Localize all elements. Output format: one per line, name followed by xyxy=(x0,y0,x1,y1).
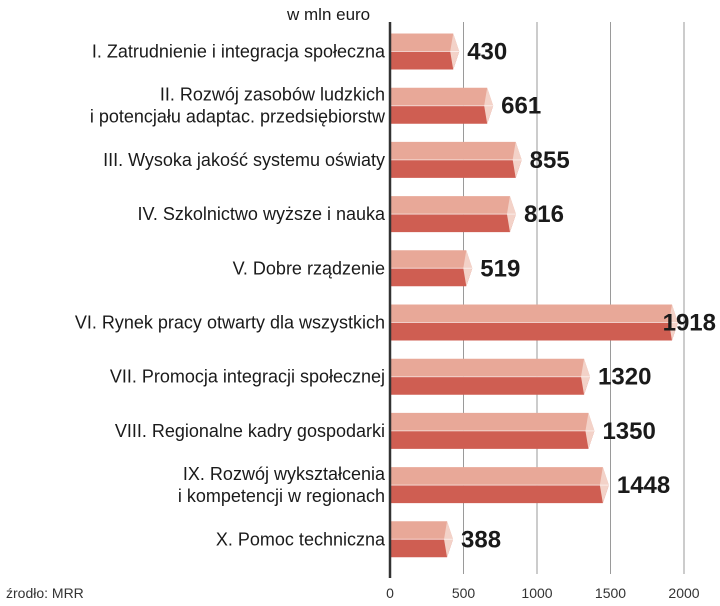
value-label: 388 xyxy=(461,526,501,553)
bar-top-face xyxy=(390,467,609,486)
bar-bottom-face xyxy=(390,322,678,341)
value-label: 430 xyxy=(467,39,507,66)
bar-bottom-face xyxy=(390,268,473,287)
value-label: 855 xyxy=(530,147,570,174)
bar xyxy=(390,467,609,504)
category-label: VII. Promocja integracji społecznej xyxy=(110,367,385,387)
bar-bottom-face xyxy=(390,51,460,70)
bar xyxy=(390,521,454,558)
bar-top-face xyxy=(390,196,516,215)
x-axis: 0 500 1000 1500 2000 xyxy=(386,22,700,601)
bar-top-face xyxy=(390,141,522,160)
category-label: X. Pomoc techniczna xyxy=(216,529,386,549)
category-label: I. Zatrudnienie i integracja społeczna xyxy=(92,42,386,62)
value-label: 661 xyxy=(501,93,541,120)
source-label: źrodło: MRR xyxy=(6,585,84,601)
bar xyxy=(390,304,678,341)
bar xyxy=(390,196,516,233)
category-label: III. Wysoka jakość systemu oświaty xyxy=(103,150,385,170)
bar-bottom-face xyxy=(390,485,609,504)
bar-bottom-face xyxy=(390,159,522,178)
value-label: 1918 xyxy=(663,310,716,337)
bar-bottom-face xyxy=(390,430,595,449)
bar xyxy=(390,141,522,178)
unit-label: w mln euro xyxy=(286,5,370,24)
category-labels: I. Zatrudnienie i integracja społeczna II… xyxy=(75,42,386,550)
bar-top-face xyxy=(390,521,454,540)
value-label: 519 xyxy=(480,255,520,282)
category-label: VI. Rynek pracy otwarty dla wszystkich xyxy=(75,313,385,333)
value-label: 816 xyxy=(524,201,564,228)
category-label: IV. Szkolnictwo wyższe i nauka xyxy=(138,204,386,224)
bar-bottom-face xyxy=(390,539,454,558)
category-label: VIII. Regionalne kadry gospodarki xyxy=(115,421,385,441)
bar-top-face xyxy=(390,250,473,269)
bar-top-face xyxy=(390,412,595,431)
bar-bottom-face xyxy=(390,105,494,124)
bar-top-face xyxy=(390,33,460,52)
value-label: 1350 xyxy=(602,418,655,445)
x-tick-label: 1000 xyxy=(521,585,552,601)
bars xyxy=(390,33,678,558)
x-tick-label: 1500 xyxy=(595,585,626,601)
x-tick-label: 2000 xyxy=(668,585,699,601)
value-label: 1448 xyxy=(617,472,670,499)
category-label: i kompetencji w regionach xyxy=(178,486,385,506)
category-label: IX. Rozwój wykształcenia xyxy=(183,464,386,484)
bar-top-face xyxy=(390,87,494,106)
x-tick-label: 500 xyxy=(452,585,476,601)
bar xyxy=(390,250,473,287)
category-label: i potencjału adaptac. przedsiębiorstw xyxy=(90,107,386,127)
category-label: II. Rozwój zasobów ludzkich xyxy=(160,85,385,105)
bar xyxy=(390,358,591,395)
value-label: 1320 xyxy=(598,364,651,391)
bar-bottom-face xyxy=(390,214,516,233)
bar-bottom-face xyxy=(390,376,591,395)
x-tick-label: 0 xyxy=(386,585,394,601)
category-label: V. Dobre rządzenie xyxy=(233,258,385,278)
bar-top-face xyxy=(390,304,678,323)
bar-top-face xyxy=(390,358,591,377)
bar xyxy=(390,412,595,449)
bar xyxy=(390,33,460,70)
bar xyxy=(390,87,494,124)
